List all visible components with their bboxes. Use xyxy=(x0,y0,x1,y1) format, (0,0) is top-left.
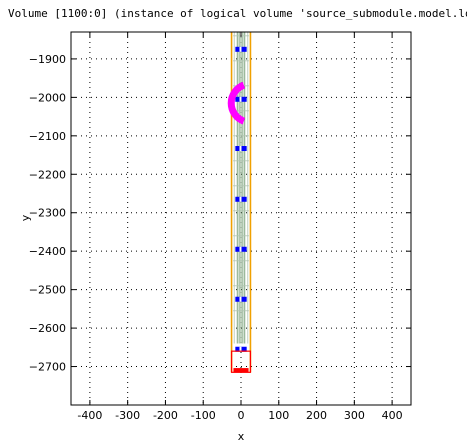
blue-block-gap xyxy=(239,296,242,302)
blue-block-gap xyxy=(239,46,242,52)
y-tick-label: −2000 xyxy=(29,91,66,104)
x-ticks: -400 -300 -200 -100 0 100 200 300 400 xyxy=(77,32,403,422)
blue-block-gap xyxy=(239,146,242,152)
x-tick-label: 300 xyxy=(344,409,365,422)
y-tick-label: −1900 xyxy=(29,53,66,66)
y-tick-label: −2200 xyxy=(29,168,66,181)
y-axis-label: y xyxy=(19,214,32,221)
geometry xyxy=(227,32,252,373)
y-tick-label: −2500 xyxy=(29,284,66,297)
blue-block-gap xyxy=(239,196,242,202)
y-ticks: −1900 −2000 −2100 −2200 −2300 −2400 −2500 −2600… xyxy=(29,53,411,374)
red-box xyxy=(230,350,252,373)
y-tick-label: −2100 xyxy=(29,130,66,143)
y-tick-label: −2700 xyxy=(29,361,66,374)
y-tick-label: −2300 xyxy=(29,207,66,220)
y-tick-label: −2400 xyxy=(29,245,66,258)
chart-title: Volume [1100:0] (instance of logical vol… xyxy=(8,7,467,20)
x-tick-label: 400 xyxy=(382,409,403,422)
red-bar xyxy=(233,368,249,373)
blue-block-gap xyxy=(239,346,242,352)
x-tick-label: -100 xyxy=(191,409,216,422)
x-tick-label: -300 xyxy=(115,409,140,422)
x-tick-label: -400 xyxy=(77,409,102,422)
magenta-arc xyxy=(227,81,246,125)
x-tick-label: 100 xyxy=(268,409,289,422)
y-tick-label: −2600 xyxy=(29,322,66,335)
blue-block-gap xyxy=(239,96,242,102)
x-axis-label: x xyxy=(238,430,245,443)
blue-block-gap xyxy=(239,246,242,252)
x-tick-label: 0 xyxy=(238,409,245,422)
x-tick-label: 200 xyxy=(306,409,327,422)
x-tick-label: -200 xyxy=(153,409,178,422)
